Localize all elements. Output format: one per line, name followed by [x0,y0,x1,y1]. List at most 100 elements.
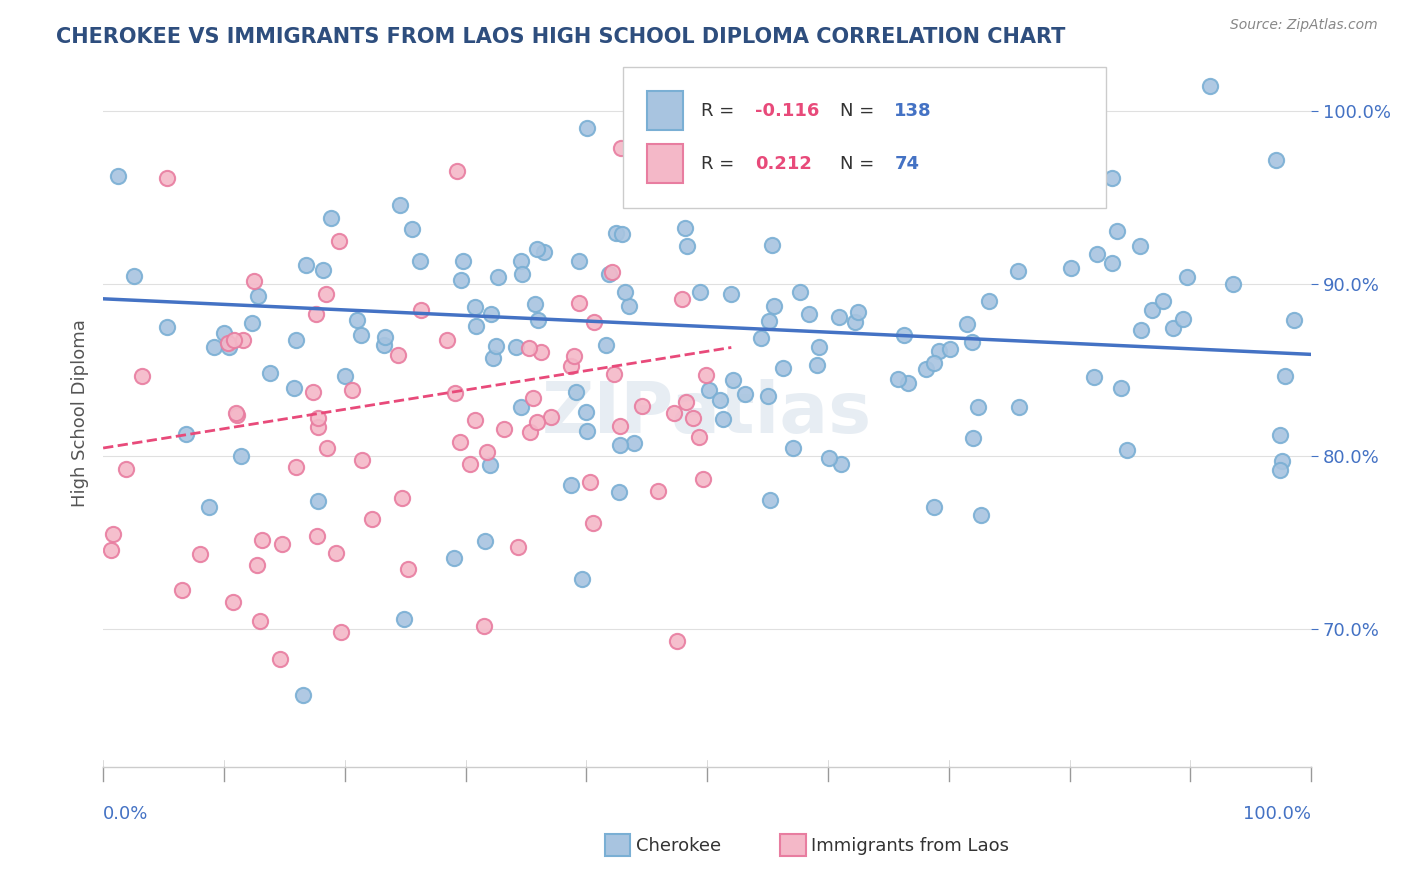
Point [436,333,458,347]
Point [675,395,697,409]
Point [508,540,530,554]
Point [391,491,413,505]
Text: CHEROKEE VS IMMIGRANTS FROM LAOS HIGH SCHOOL DIPLOMA CORRELATION CHART: CHEROKEE VS IMMIGRANTS FROM LAOS HIGH SC… [56,27,1066,46]
Point [818,450,841,465]
Point [312,263,335,277]
Point [676,239,699,253]
Point [225,406,247,420]
Point [564,385,586,400]
Point [595,338,617,352]
Point [671,292,693,306]
Point [114,462,136,476]
Text: 0.0%: 0.0% [103,805,149,823]
Point [647,483,669,498]
Point [1199,78,1222,93]
Point [222,333,245,347]
Point [924,356,946,370]
Point [523,297,546,311]
Point [510,400,533,414]
Point [1175,270,1198,285]
Point [444,386,467,401]
Point [464,300,486,314]
Point [609,484,631,499]
Point [243,274,266,288]
Point [1101,170,1123,185]
Point [305,307,328,321]
Point [1115,442,1137,457]
Point [1171,311,1194,326]
Point [1282,313,1305,327]
Point [156,319,179,334]
Point [772,361,794,376]
Point [492,422,515,436]
Point [827,310,849,324]
Point [609,418,631,433]
Point [232,333,254,347]
Text: Cherokee: Cherokee [636,837,721,855]
Point [259,366,281,380]
Point [361,512,384,526]
Point [295,258,318,272]
Point [815,102,838,116]
Point [903,154,925,169]
Text: -0.116: -0.116 [755,102,820,120]
Point [283,381,305,395]
Point [292,689,315,703]
Point [451,253,474,268]
Point [475,445,498,459]
Point [315,441,337,455]
Point [571,572,593,586]
Point [449,434,471,449]
Point [623,435,645,450]
Point [321,211,343,225]
Point [1152,293,1174,308]
Point [505,340,527,354]
Point [851,142,873,156]
Point [389,198,412,212]
Point [855,145,877,159]
Point [250,533,273,548]
Point [688,430,710,444]
Point [1274,369,1296,384]
Point [464,413,486,427]
Point [465,319,488,334]
Point [1085,247,1108,261]
Point [526,415,548,429]
Point [1271,454,1294,468]
Point [307,493,329,508]
Bar [647,91,683,130]
Point [396,562,419,576]
Point [240,316,263,330]
Point [568,296,591,310]
Point [721,373,744,387]
Point [928,343,950,358]
Point [718,138,741,153]
Point [174,427,197,442]
Point [844,315,866,329]
Point [662,406,685,420]
Point [673,221,696,235]
Point [1129,239,1152,253]
Point [661,113,683,128]
Point [734,104,756,119]
Point [522,391,544,405]
Point [472,618,495,632]
Point [301,384,323,399]
Point [218,340,240,354]
Point [101,527,124,541]
Text: R =: R = [702,102,740,120]
Point [1101,255,1123,269]
Point [1222,277,1244,292]
Point [401,221,423,235]
Point [761,238,783,252]
Point [789,285,811,300]
Point [763,299,786,313]
Point [959,179,981,194]
Point [131,368,153,383]
Point [960,335,983,350]
Point [911,153,934,167]
Point [915,362,938,376]
Point [285,333,308,347]
Point [734,387,756,401]
Point [450,273,472,287]
